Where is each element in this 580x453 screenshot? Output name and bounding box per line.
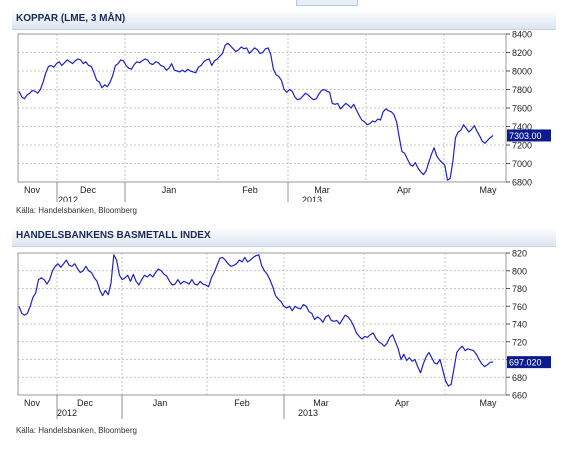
year-label: 2013 bbox=[298, 408, 318, 418]
y-tick-label: 6800 bbox=[512, 178, 532, 188]
y-tick-label: 8400 bbox=[512, 30, 532, 40]
y-tick-label: 7400 bbox=[512, 122, 532, 132]
y-tick-label: 740 bbox=[512, 320, 527, 330]
y-tick-label: 8200 bbox=[512, 48, 532, 58]
y-tick-label: 820 bbox=[512, 249, 527, 259]
y-tick-label: 7600 bbox=[512, 104, 532, 114]
y-tick-label: 780 bbox=[512, 284, 527, 294]
x-tick-label: Apr bbox=[397, 185, 411, 195]
copper-chart-header: KOPPAR (LME, 3 MÅN) bbox=[12, 10, 556, 30]
x-tick-label: Apr bbox=[395, 398, 409, 408]
x-tick-label: Nov bbox=[24, 398, 41, 408]
x-tick-label: Feb bbox=[234, 398, 250, 408]
x-tick-label: May bbox=[479, 398, 497, 408]
x-tick-label: May bbox=[479, 185, 497, 195]
last-value-label: 7303.00 bbox=[509, 131, 542, 141]
y-tick-label: 800 bbox=[512, 266, 527, 276]
y-tick-label: 680 bbox=[512, 373, 527, 383]
copper-chart: 8400 8200 8000 7800 7600 7400 7200 7000 6800 Nov D… bbox=[17, 30, 551, 202]
series-line bbox=[18, 42, 494, 181]
base-metal-index-chart-title: HANDELSBANKENS BASMETALL INDEX bbox=[16, 230, 211, 241]
y-tick-label: 7800 bbox=[512, 85, 532, 95]
year-label: 2013 bbox=[302, 195, 322, 202]
x-tick-label: Nov bbox=[24, 185, 41, 195]
last-value-label: 697.020 bbox=[509, 358, 542, 368]
copper-chart-source: Källa: Handelsbanken, Bloomberg bbox=[16, 206, 137, 215]
year-label: 2012 bbox=[57, 408, 77, 418]
last-value-badge bbox=[507, 356, 551, 369]
base-metal-index-chart: 820800780760740720700680660NovDecJanFebM… bbox=[17, 249, 551, 419]
copper-chart-title: KOPPAR (LME, 3 MÅN) bbox=[16, 13, 126, 24]
y-tick-label: 760 bbox=[512, 302, 527, 312]
base-metal-index-chart-header: HANDELSBANKENS BASMETALL INDEX bbox=[12, 227, 556, 247]
series-line bbox=[18, 254, 494, 387]
top-tab[interactable] bbox=[296, 0, 358, 6]
last-value-badge bbox=[507, 129, 551, 142]
x-tick-label: Dec bbox=[80, 185, 97, 195]
copper-chart-panel: KOPPAR (LME, 3 MÅN) 8400 8200 8000 7800 7600… bbox=[12, 10, 556, 220]
y-tick-label: 8000 bbox=[512, 67, 532, 77]
x-tick-label: Jan bbox=[162, 185, 177, 195]
x-tick-label: Mar bbox=[314, 185, 330, 195]
y-tick-label: 7200 bbox=[512, 141, 532, 151]
y-tick-label: 7000 bbox=[512, 159, 532, 169]
x-tick-label: Mar bbox=[313, 398, 329, 408]
x-tick-label: Jan bbox=[153, 398, 168, 408]
base-metal-index-chart-source: Källa: Handelsbanken, Bloomberg bbox=[16, 426, 137, 435]
x-tick-label: Dec bbox=[77, 398, 94, 408]
x-tick-label: Feb bbox=[242, 185, 258, 195]
y-tick-label: 660 bbox=[512, 391, 527, 401]
year-label: 2012 bbox=[58, 195, 78, 202]
base-metal-index-chart-panel: HANDELSBANKENS BASMETALL INDEX 820 800 780… bbox=[12, 227, 556, 442]
y-tick-label: 720 bbox=[512, 337, 527, 347]
